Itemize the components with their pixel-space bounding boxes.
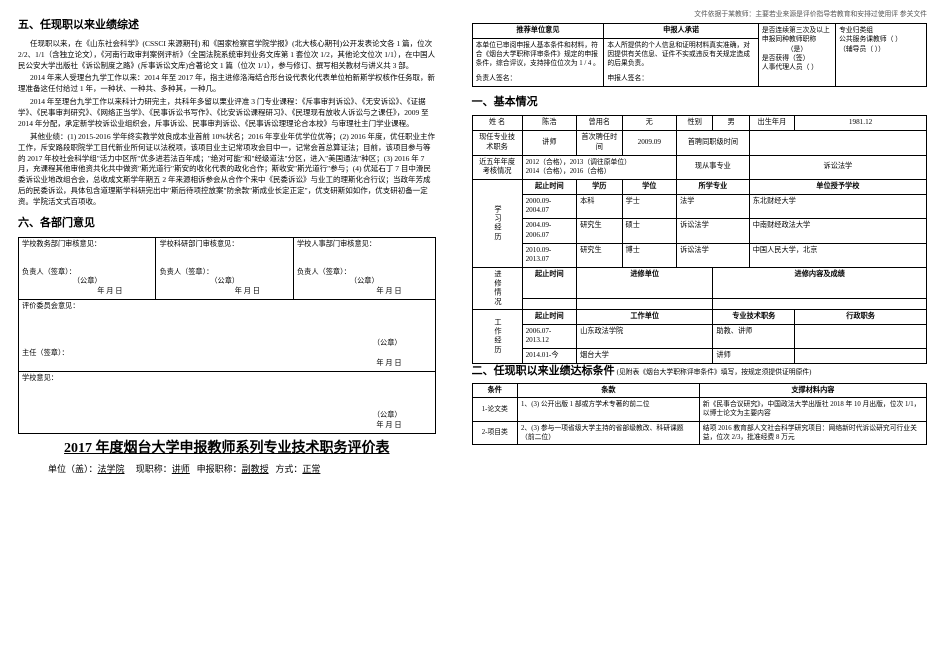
section1-title: 一、基本情况 — [472, 95, 927, 110]
train-row — [472, 299, 926, 310]
stamp: （公章） — [22, 277, 152, 287]
stamp: （公章） — [22, 339, 432, 349]
rec-body: 本单位已审阅申报人基本条件和材料，符合《烟台大学职称评审条件》规定的申报条件，综… — [476, 41, 601, 69]
chair-sign: 主任（签章）： — [22, 349, 432, 359]
edu-dept-title: 学校教务部门审核意见： — [22, 240, 152, 250]
edu-row: 2000.09-2004.07本科学士 法学东北财经大学 — [472, 194, 926, 218]
edu-side-label: 学习经历 — [472, 180, 522, 268]
date: 年 月 日 — [297, 287, 432, 297]
leader-sign: 负责人（签章）： — [22, 268, 152, 278]
side5: 公共服务课教师（ ） — [839, 35, 923, 44]
section2-hint: (见附表《烟台大学职称评审条件》填写，按规定须提供证明原件) — [617, 369, 812, 376]
para-3: 2014 年至理台九学工作以来科计力研完主，共科年多留以栗业评准 3 门专业课程… — [18, 97, 436, 130]
leader-sign: 负责人（签章）： — [297, 268, 432, 278]
stamp: （公章） — [297, 277, 432, 287]
date: 年 月 日 — [22, 359, 432, 369]
side3: 专业归类组 — [839, 26, 923, 35]
side2: 是否获得（签） — [762, 54, 832, 63]
prom-title: 申报人承诺 — [604, 24, 758, 39]
para-1: 任现职以来，在《山东社会科学》(CSSCI 来源期刊) 和《国家检察官学院学报》… — [18, 39, 436, 72]
section2-title: 二、任现职以来业绩达标条件 — [472, 365, 615, 377]
form-subline: 单位（盖）：法学院 现职称：讲师 申报职称：副教授 方式：正常 — [48, 463, 436, 475]
date: 年 月 日 — [22, 421, 432, 431]
para-2: 2014 年来人受理台九学工作以来：2014 年至 2017 年，指主进修洛海结… — [18, 73, 436, 95]
prom-body: 本人所提供的个人信息和证明材料真实准确，对因提供有关信息、证件不实或违反有关规定… — [607, 41, 754, 69]
para-4: 其他业绩：(1) 2015-2016 学年终实教学效良成本业首前 10%状名；2… — [18, 132, 436, 208]
work-row: 2006.07-2013.12 山东政法学院 助教、讲师 — [472, 324, 926, 348]
stamp: （公章） — [159, 277, 289, 287]
work-row: 2014.01-今 烟台大学 讲师 — [472, 349, 926, 364]
section6-title: 六、各部门意见 — [18, 216, 436, 231]
rec-title: 推荐单位意见 — [472, 24, 604, 39]
date: 年 月 日 — [159, 287, 289, 297]
cond-row: 2-项目类 2、(3) 参与一项省级大学主持的省部级教改、科研课题（前二位） 结… — [472, 421, 926, 444]
header-note: 文件依据于某教师：主要若业来源是评价指导若教育和安排过使用评 参关文件 — [472, 10, 927, 19]
hr-dept-title: 学校人事部门审核意见： — [297, 240, 432, 250]
side5b: （辅导员（ ）） — [839, 45, 923, 54]
eval-committee-title: 评价委员会意见： — [22, 302, 432, 312]
research-dept-title: 学校科研部门审核意见： — [159, 240, 289, 250]
condition-table: 条件 条款 支撑材料内容 1-论文类 1、(3) 公开出版 1 部或方学术专著的… — [472, 383, 927, 445]
edu-row: 2010.09-2013.07研究生博士 诉讼法学中国人民大学，北京 — [472, 243, 926, 267]
cond-row: 1-论文类 1、(3) 公开出版 1 部或方学术专著的前二位 新《民事合议研究》… — [472, 398, 926, 421]
basic-info-table: 姓 名 陈浩 曾用名 无 性别 男 出生年月 1981.12 现任专业技术职务 … — [472, 115, 927, 363]
train-side-label: 进修情况 — [472, 268, 522, 310]
recommend-promise-table: 推荐单位意见 申报人承诺 是否连续第三次及以上申报同种教师职称 （是） 是否获得… — [472, 23, 927, 86]
section5-title: 五、任现职以来业绩综述 — [18, 18, 436, 33]
date: 年 月 日 — [22, 287, 152, 297]
rec-sign: 负责人签名： — [476, 74, 601, 83]
leader-sign: 负责人（签章）： — [159, 268, 289, 278]
side1: 是否连续第三次及以上申报同种教师职称 — [762, 26, 832, 44]
form-title: 2017 年度烟台大学申报教师系列专业技术职务评价表 — [18, 440, 436, 459]
dept-opinion-table: 学校教务部门审核意见： 负责人（签章）： （公章） 年 月 日 学校科研部门审核… — [18, 237, 436, 434]
stamp: （公章） — [22, 411, 432, 421]
side1v: （是） — [762, 45, 832, 54]
school-opinion-title: 学校意见： — [22, 374, 432, 384]
edu-row: 2004.09-2006.07研究生硕士 诉讼法学中南财经政法大学 — [472, 219, 926, 243]
work-side-label: 工作经历 — [472, 309, 522, 363]
side4: 人事代理人员（ ） — [762, 63, 832, 72]
prom-sign: 申报人签名： — [607, 74, 754, 83]
